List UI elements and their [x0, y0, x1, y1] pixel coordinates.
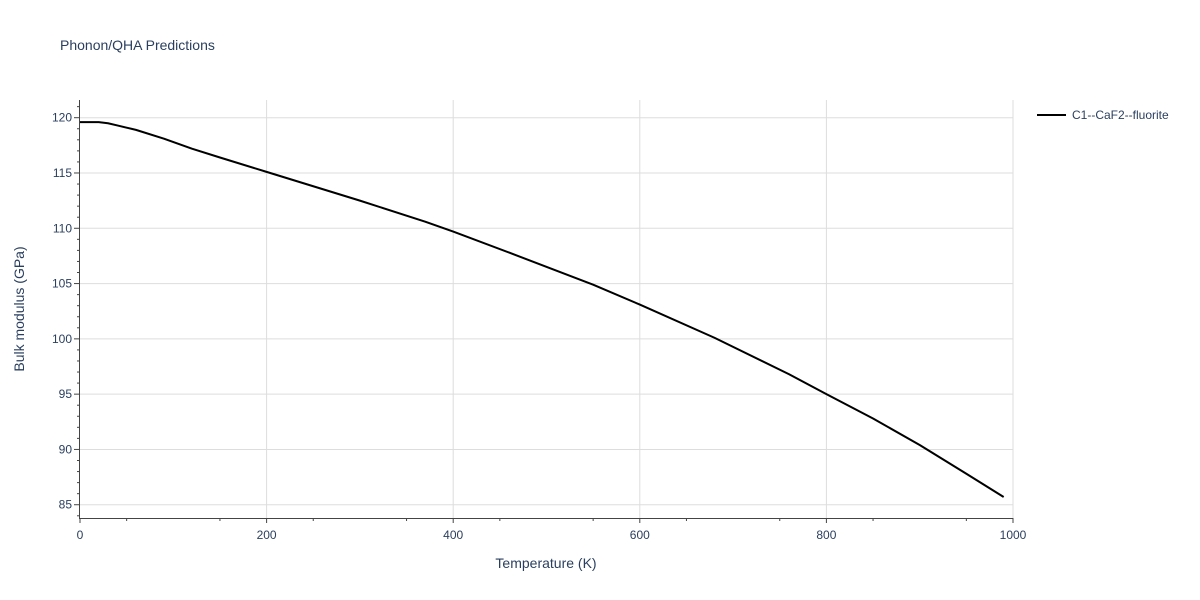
y-axis-ticks — [74, 117, 80, 506]
y-tick-label: 95 — [59, 387, 73, 401]
y-tick-label: 90 — [59, 442, 73, 456]
x-tick-labels: 0 200 400 600 800 1000 — [77, 528, 1027, 542]
x-gridlines — [266, 100, 1014, 518]
y-axis-title: Bulk modulus (GPa) — [11, 246, 27, 371]
x-tick-label: 600 — [630, 528, 650, 542]
y-tick-labels: 85 90 95 100 105 110 115 120 — [52, 111, 72, 512]
y-tick-label: 120 — [52, 111, 72, 125]
legend[interactable]: C1--CaF2--fluorite — [1037, 108, 1169, 122]
y-tick-label: 105 — [52, 277, 72, 291]
x-tick-label: 1000 — [1000, 528, 1027, 542]
legend-label: C1--CaF2--fluorite — [1072, 108, 1169, 122]
series-layer — [80, 121, 1005, 498]
x-axis-title: Temperature (K) — [495, 555, 596, 571]
x-tick-label: 0 — [77, 528, 84, 542]
y-tick-label: 110 — [53, 221, 72, 235]
chart-title: Phonon/QHA Predictions — [60, 37, 215, 53]
x-axis-ticks — [79, 518, 1014, 523]
x-tick-label: 400 — [443, 528, 463, 542]
y-tick-label: 100 — [52, 332, 72, 346]
y-tick-label: 85 — [59, 498, 73, 512]
y-gridlines — [80, 117, 1013, 506]
y-tick-label: 115 — [53, 166, 72, 180]
y-axis-minor-ticks — [77, 106, 80, 517]
series-line-0 — [80, 121, 1005, 498]
x-tick-label: 800 — [816, 528, 836, 542]
x-tick-label: 200 — [257, 528, 277, 542]
